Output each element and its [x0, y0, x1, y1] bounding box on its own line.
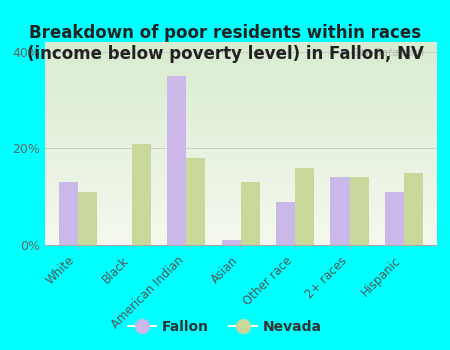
Bar [404, 173, 423, 245]
Bar [222, 240, 241, 245]
Bar [276, 202, 295, 245]
Bar [132, 144, 151, 245]
Legend: Fallon, Nevada: Fallon, Nevada [123, 314, 327, 340]
Bar [77, 192, 97, 245]
Bar [350, 177, 369, 245]
Bar [295, 168, 314, 245]
Text: Breakdown of poor residents within races
(income below poverty level) in Fallon,: Breakdown of poor residents within races… [27, 25, 423, 63]
Bar [385, 192, 404, 245]
Bar [241, 182, 260, 245]
Bar [186, 158, 205, 245]
Bar [167, 76, 186, 245]
Text: City-Data.com: City-Data.com [351, 48, 425, 58]
Bar [330, 177, 350, 245]
Bar [58, 182, 77, 245]
